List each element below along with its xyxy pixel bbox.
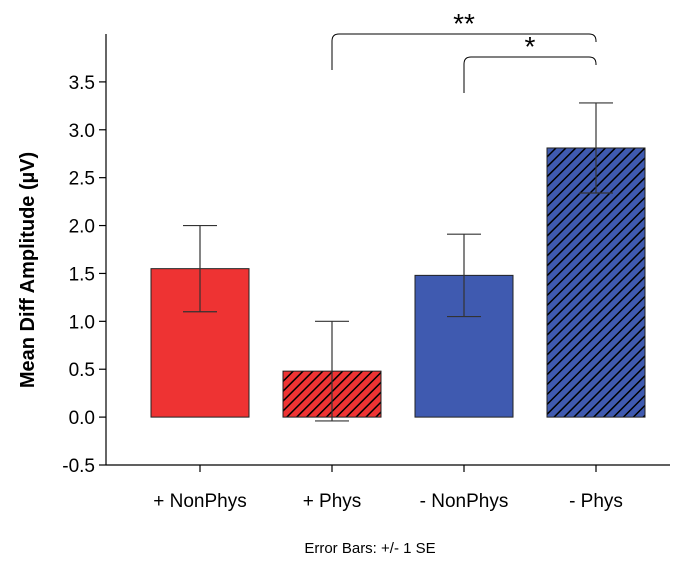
y-tick-label: 0.5 xyxy=(69,360,95,381)
x-tick-label: - NonPhys xyxy=(420,491,509,512)
x-tick-label: + NonPhys xyxy=(153,491,246,512)
y-tick-label: -0.5 xyxy=(62,456,95,477)
y-tick-label: 1.0 xyxy=(69,312,95,333)
plot-area: -0.5 0.0 0.5 1.0 1.5 2.0 2.5 3.0 3.5 + NonPhys + P… xyxy=(62,8,670,512)
significance-label: * xyxy=(525,31,536,62)
significance-label: ** xyxy=(453,8,475,39)
y-axis-label: Mean Diff Amplitude (µV) xyxy=(17,152,39,388)
y-tick-label: 0.0 xyxy=(69,408,95,429)
x-tick-label: + Phys xyxy=(303,491,362,512)
y-tick-label: 2.5 xyxy=(69,169,95,190)
y-tick-label: 2.0 xyxy=(69,217,95,238)
x-tick-label: - Phys xyxy=(569,491,623,512)
y-tick-label: 3.5 xyxy=(69,73,95,94)
significance-bracket xyxy=(331,33,597,70)
significance-bracket xyxy=(463,56,597,93)
y-tick-label: 1.5 xyxy=(69,264,95,285)
error-bars-note: Error Bars: +/- 1 SE xyxy=(304,540,435,557)
y-tick-label: 3.0 xyxy=(69,121,95,142)
